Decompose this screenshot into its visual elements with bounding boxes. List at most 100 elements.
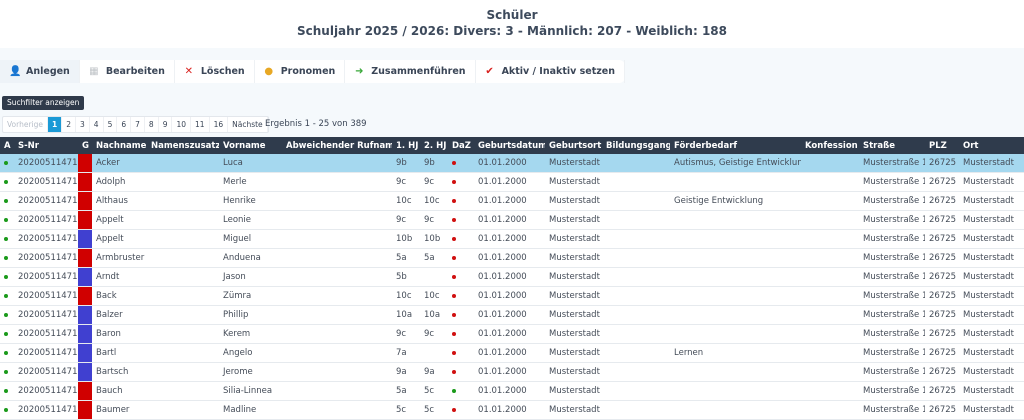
daz-cell bbox=[448, 210, 474, 230]
next-page-button[interactable]: Nächste bbox=[228, 117, 268, 132]
page-11-button[interactable]: 11 bbox=[191, 117, 210, 132]
ruf-cell bbox=[282, 172, 392, 192]
table-row[interactable]: 202005114711 Bartl Angelo 7a 01.01.2000 Muste… bbox=[0, 343, 1024, 363]
konf-cell bbox=[801, 267, 859, 287]
column-header[interactable]: Abweichender Rufname bbox=[282, 137, 392, 154]
column-header[interactable]: Geburtsort bbox=[545, 137, 602, 154]
strasse-cell: Musterstraße 1 bbox=[859, 267, 925, 287]
toolbar-label: Anlegen bbox=[26, 66, 70, 77]
aktiv-inaktiv-setzen-button[interactable]: ✔ Aktiv / Inaktiv setzen bbox=[476, 60, 626, 83]
bild-cell bbox=[602, 362, 670, 382]
gender-cell bbox=[78, 248, 92, 268]
column-header[interactable]: S-Nr bbox=[14, 137, 78, 154]
table-row[interactable]: 202005114711 Baumer Madline 5c 5c 01.01.2000 M… bbox=[0, 400, 1024, 420]
page-title: Schüler bbox=[486, 8, 538, 22]
page-8-button[interactable]: 8 bbox=[145, 117, 159, 132]
page-3-button[interactable]: 3 bbox=[76, 117, 90, 132]
column-header[interactable]: Vorname bbox=[219, 137, 282, 154]
hj1-cell: 5a bbox=[392, 248, 420, 268]
table-header-row: A S-Nr G Nachname Namenszusatz Vorname Abweich… bbox=[0, 137, 1024, 154]
page-1-button[interactable]: 1 bbox=[48, 117, 63, 132]
column-header[interactable]: Straße bbox=[859, 137, 925, 154]
plz-cell: 26725 bbox=[925, 362, 959, 382]
plz-cell: 26725 bbox=[925, 229, 959, 249]
table-row[interactable]: 202005114711 Arndt Jason 5b 01.01.2000 Muster… bbox=[0, 267, 1024, 287]
daz-cell bbox=[448, 229, 474, 249]
ort_geb-cell: Musterstadt bbox=[545, 267, 602, 287]
active-cell bbox=[0, 400, 14, 420]
active-status-icon bbox=[4, 275, 8, 279]
table-row[interactable]: 202005114711 Appelt Miguel 10b 10b 01.01.2000… bbox=[0, 229, 1024, 249]
table-row[interactable]: 202005114711 Bauch Silia-Linnea 5a 5c 01.01.2… bbox=[0, 381, 1024, 401]
column-header[interactable]: A bbox=[0, 137, 14, 154]
plz-cell: 26725 bbox=[925, 343, 959, 363]
hj1-cell: 9c bbox=[392, 172, 420, 192]
table-row[interactable]: 202005114711 Adolph Merle 9c 9c 01.01.2000 Mus… bbox=[0, 172, 1024, 192]
bild-cell bbox=[602, 305, 670, 325]
page-7-button[interactable]: 7 bbox=[131, 117, 145, 132]
user-add-icon: 👤 bbox=[9, 66, 22, 77]
gender-cell bbox=[78, 381, 92, 401]
column-header[interactable]: G bbox=[78, 137, 92, 154]
table-row[interactable]: 202005114711 Balzer Phillip 10a 10a 01.01.200… bbox=[0, 305, 1024, 325]
zusatz-cell bbox=[147, 191, 219, 211]
bearbeiten-button[interactable]: ▦ Bearbeiten bbox=[80, 60, 175, 83]
page-10-button[interactable]: 10 bbox=[172, 117, 192, 132]
foerder-cell bbox=[670, 210, 801, 230]
page-2-button[interactable]: 2 bbox=[62, 117, 76, 132]
column-header[interactable]: Namenszusatz bbox=[147, 137, 219, 154]
nachname-cell: Althaus bbox=[92, 191, 147, 211]
column-header[interactable]: Konfession bbox=[801, 137, 859, 154]
anlegen-button[interactable]: 👤 Anlegen bbox=[0, 60, 80, 83]
zusammenführen-button[interactable]: ➜ Zusammenführen bbox=[345, 60, 476, 83]
hj1-cell: 9a bbox=[392, 362, 420, 382]
ort-cell: Musterstadt bbox=[959, 381, 1024, 401]
table-row[interactable]: 202005114711 Back Zümra 10c 10c 01.01.2000 Mus… bbox=[0, 286, 1024, 306]
active-status-icon bbox=[4, 294, 8, 298]
prev-page-button[interactable]: Vorherige bbox=[3, 117, 48, 132]
ort_geb-cell: Musterstadt bbox=[545, 362, 602, 382]
page-16-button[interactable]: 16 bbox=[210, 117, 229, 132]
column-header[interactable]: DaZ bbox=[448, 137, 474, 154]
bild-cell bbox=[602, 381, 670, 401]
foerder-cell: Autismus, Geistige Entwicklung bbox=[670, 154, 801, 173]
table-row[interactable]: 202005114711 Bartsch Jerome 9a 9a 01.01.2000 M… bbox=[0, 362, 1024, 382]
gender-color-marker bbox=[78, 268, 92, 286]
table-row[interactable]: 202005114711 Althaus Henrike 10c 10c 01.01.20… bbox=[0, 191, 1024, 211]
active-status-icon bbox=[4, 180, 8, 184]
page-5-button[interactable]: 5 bbox=[104, 117, 118, 132]
active-cell bbox=[0, 248, 14, 268]
hj2-cell bbox=[420, 343, 448, 363]
column-header[interactable]: Förderbedarf bbox=[670, 137, 801, 154]
table-row[interactable]: 202005114711 Baron Kerem 9c 9c 01.01.2000 Must… bbox=[0, 324, 1024, 344]
column-header[interactable]: 2. HJ bbox=[420, 137, 448, 154]
zusatz-cell bbox=[147, 172, 219, 192]
column-header[interactable]: Ort bbox=[959, 137, 1024, 154]
column-header[interactable]: 1. HJ bbox=[392, 137, 420, 154]
geb-cell: 01.01.2000 bbox=[474, 154, 545, 173]
daz-status-icon bbox=[452, 237, 456, 241]
active-status-icon bbox=[4, 389, 8, 393]
table-row[interactable]: 202005114711 Acker Luca 9b 9b 01.01.2000 Muste… bbox=[0, 154, 1024, 173]
ruf-cell bbox=[282, 362, 392, 382]
daz-cell bbox=[448, 267, 474, 287]
hj2-cell: 5c bbox=[420, 381, 448, 401]
column-header[interactable]: Nachname bbox=[92, 137, 147, 154]
column-header[interactable]: PLZ bbox=[925, 137, 959, 154]
table-row[interactable]: 202005114711 Armbruster Anduena 5a 5a 01.01.2… bbox=[0, 248, 1024, 268]
column-header[interactable]: Bildungsgang bbox=[602, 137, 670, 154]
löschen-button[interactable]: ✕ Löschen bbox=[175, 60, 255, 83]
ruf-cell bbox=[282, 381, 392, 401]
page-9-button[interactable]: 9 bbox=[159, 117, 173, 132]
column-header[interactable]: Geburtsdatum bbox=[474, 137, 545, 154]
search-filter-button[interactable]: Suchfilter anzeigen bbox=[2, 96, 85, 110]
ort-cell: Musterstadt bbox=[959, 210, 1024, 230]
pronomen-button[interactable]: ● Pronomen bbox=[255, 60, 346, 83]
page-6-button[interactable]: 6 bbox=[117, 117, 132, 132]
active-status-icon bbox=[4, 313, 8, 317]
daz-cell bbox=[448, 362, 474, 382]
table-row[interactable]: 202005114711 Appelt Leonie 9c 9c 01.01.2000 Mu… bbox=[0, 210, 1024, 230]
vorname-cell: Zümra bbox=[219, 286, 282, 306]
strasse-cell: Musterstraße 1 bbox=[859, 191, 925, 211]
page-4-button[interactable]: 4 bbox=[90, 117, 104, 132]
